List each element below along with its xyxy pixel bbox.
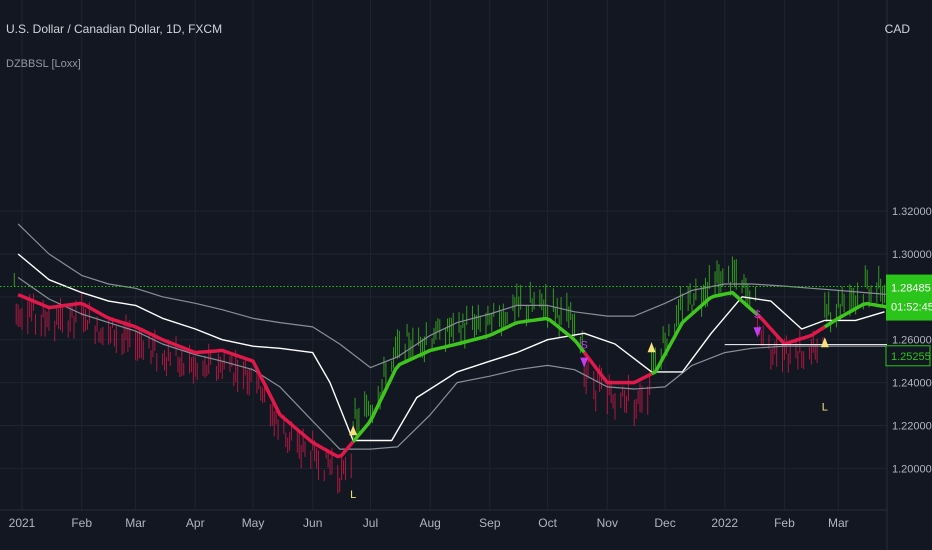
bar-countdown: 01:52:45	[891, 302, 932, 314]
symbol-title[interactable]: U.S. Dollar / Canadian Dollar, 1D, FXCM	[6, 22, 223, 36]
x-tick-label: 2022	[711, 516, 738, 530]
x-tick-label: Oct	[538, 516, 557, 530]
x-tick-label: Jun	[303, 516, 322, 530]
trend-line-bear	[17, 293, 355, 459]
x-tick-label: Mar	[828, 516, 849, 530]
x-tick-label: Dec	[654, 516, 675, 530]
x-tick-label: Nov	[597, 516, 618, 530]
x-tick-label: Feb	[71, 516, 92, 530]
x-tick-label: Feb	[774, 516, 795, 530]
buy-signal-marker	[820, 337, 829, 348]
currency-label: CAD	[884, 22, 910, 36]
trend-line-bull	[823, 301, 891, 329]
x-tick-label: May	[242, 516, 265, 530]
sell-signal-marker	[580, 357, 589, 368]
indicator-legend[interactable]: DZBBSL [Loxx]	[6, 58, 81, 70]
x-tick-label: 2021	[9, 516, 36, 530]
buy-signal-label: L	[350, 489, 356, 501]
sell-signal-label: S	[754, 309, 761, 321]
x-tick-label: Aug	[419, 516, 440, 530]
x-tick-label: Jul	[363, 516, 378, 530]
trend-line-bear	[582, 351, 653, 385]
last-price-value: 1.28485	[891, 283, 931, 295]
x-tick-label: Apr	[186, 516, 205, 530]
y-tick-label: 1.20000	[892, 463, 932, 475]
x-tick-label: Mar	[125, 516, 146, 530]
last-price-badge[interactable]	[886, 274, 932, 321]
y-tick-label: 1.24000	[892, 378, 932, 390]
level-price-value: 1.25255	[891, 351, 931, 363]
sell-signal-label: S	[581, 340, 588, 352]
y-tick-label: 1.22000	[892, 420, 932, 432]
sell-signal-marker	[753, 327, 762, 338]
buy-signal-label: L	[822, 401, 828, 413]
y-tick-label: 1.26000	[892, 335, 932, 347]
trend-line-bear	[756, 313, 826, 346]
y-tick-label: 1.32000	[892, 206, 932, 218]
y-tick-label: 1.30000	[892, 249, 932, 261]
buy-signal-marker	[647, 342, 656, 353]
lower-band-line	[17, 277, 891, 450]
upper-band-line	[17, 223, 891, 369]
buy-signal-marker	[349, 425, 358, 436]
level-price-badge[interactable]	[885, 345, 931, 367]
x-tick-label: Sep	[479, 516, 501, 530]
trend-line-bull	[650, 290, 759, 376]
trend-line-bull	[351, 316, 586, 443]
mid-line	[17, 253, 885, 442]
